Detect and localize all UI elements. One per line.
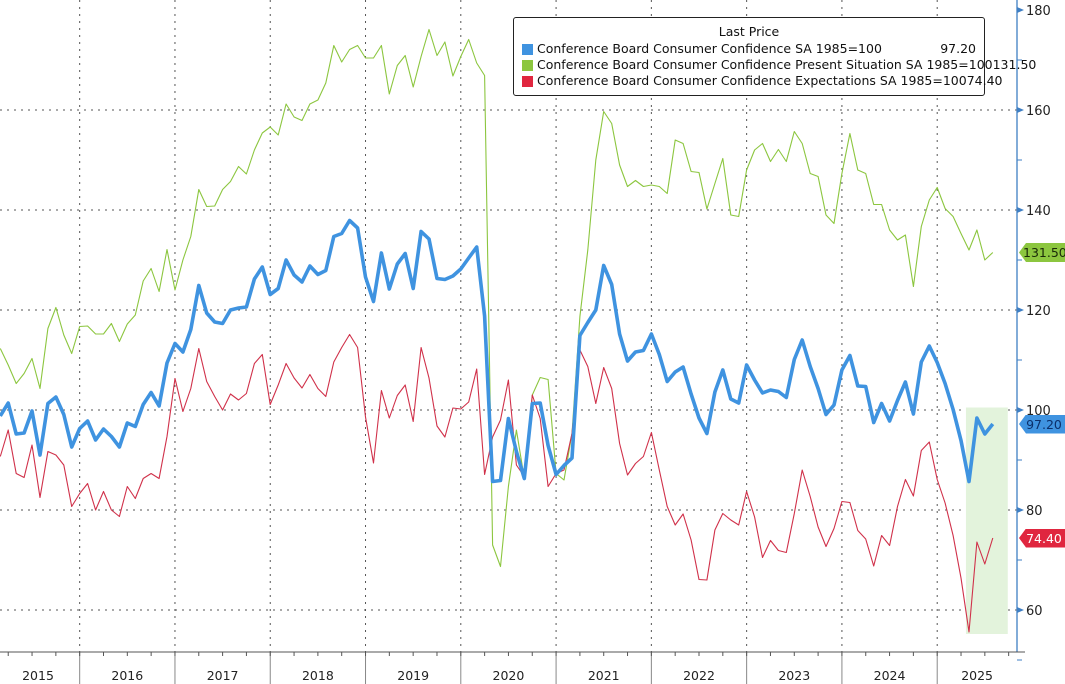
x-tick-label: 2016	[111, 668, 143, 683]
y-tick-label: 140	[1026, 204, 1051, 219]
last-value-tag-present-situation: 131.50	[1019, 243, 1065, 262]
x-tick-label: 2025	[961, 668, 993, 683]
y-tick-marker	[1017, 207, 1024, 213]
x-tick-label: 2019	[397, 668, 429, 683]
series-lines	[0, 28, 995, 633]
legend-label: Conference Board Consumer Confidence Pre…	[537, 57, 993, 72]
y-tick-marker	[1017, 307, 1024, 313]
y-tick-label: 180	[1026, 4, 1051, 19]
present-situation-line	[0, 28, 994, 568]
x-tick-label: 2021	[588, 668, 620, 683]
legend-item-expectations: Conference Board Consumer Confidence Exp…	[522, 73, 1003, 89]
last-value-tag-headline: 97.20	[1019, 414, 1065, 434]
y-tick-marker	[1017, 407, 1024, 413]
x-tick-label: 2022	[683, 668, 715, 683]
legend-label: Conference Board Consumer Confidence SA …	[537, 41, 882, 56]
legend-item-present-situation: Conference Board Consumer Confidence Pre…	[522, 57, 1036, 73]
x-tick-label: 2015	[22, 668, 54, 683]
legend-swatch	[522, 75, 533, 87]
legend-swatch	[522, 59, 533, 71]
y-tick-label: 80	[1026, 504, 1043, 519]
y-tick-label: 160	[1026, 104, 1051, 119]
headline-confidence-line	[0, 218, 995, 484]
y-tick-marker	[1017, 107, 1024, 113]
legend: Last Price Conference Board Consumer Con…	[513, 17, 1036, 96]
x-tick-label: 2020	[493, 668, 525, 683]
legend-value: 97.20	[940, 41, 976, 56]
gridlines	[0, 0, 1017, 652]
legend-title: Last Price	[718, 24, 780, 39]
x-tick-label: 2017	[207, 668, 239, 683]
legend-value: 131.50	[992, 57, 1037, 72]
x-tick-label: 2024	[874, 668, 906, 683]
y-tick-marker	[1017, 607, 1024, 613]
legend-label: Conference Board Consumer Confidence Exp…	[537, 73, 967, 88]
y-tick-marker	[1017, 7, 1024, 13]
legend-value: 74.40	[966, 73, 1003, 88]
legend-item-headline: Conference Board Consumer Confidence SA …	[522, 41, 976, 57]
y-tick-label: 120	[1026, 304, 1051, 319]
legend-swatch	[522, 43, 533, 55]
x-tick-label: 2018	[302, 668, 334, 683]
expectations-line	[0, 333, 994, 633]
y-tick-label: 60	[1026, 604, 1043, 619]
last-value-tag-expectations: 74.40	[1019, 528, 1065, 548]
y-tick-marker	[1017, 507, 1024, 513]
x-tick-label: 2023	[778, 668, 810, 683]
